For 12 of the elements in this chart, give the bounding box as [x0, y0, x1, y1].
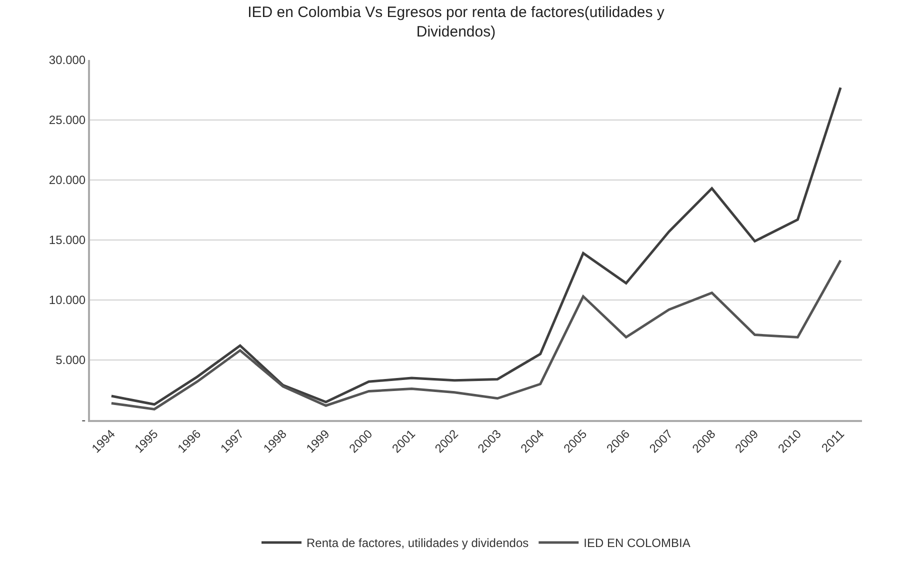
y-tick-label: 25.000	[48, 113, 86, 128]
y-tick-label: 20.000	[48, 173, 86, 188]
y-tick-label: 30.000	[48, 53, 86, 68]
line-series	[110, 259, 842, 410]
y-tick-label: 15.000	[48, 233, 86, 248]
y-tick-label: 10.000	[48, 293, 86, 308]
legend-label: IED EN COLOMBIA	[584, 536, 690, 550]
line-series	[110, 86, 842, 406]
legend-label: Renta de factores, utilidades y dividendos	[306, 536, 529, 550]
y-tick-label: -	[82, 413, 86, 428]
y-tick-label: 5.000	[56, 353, 86, 368]
chart-title: IED en Colombia Vs Egresos por renta de factores(utilidades y Dividendos)	[248, 4, 665, 41]
